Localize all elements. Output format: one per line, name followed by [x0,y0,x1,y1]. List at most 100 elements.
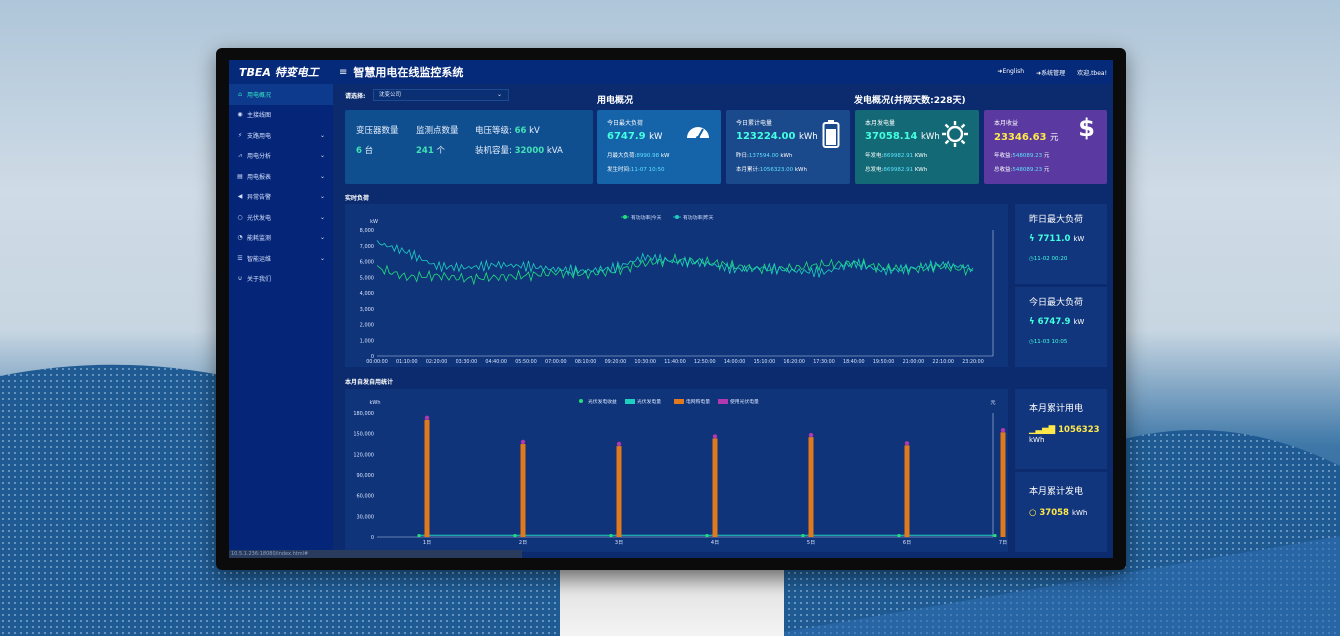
y-tick-label: 8,000 [360,228,374,234]
x-tick-label: 14:00:00 [724,359,746,365]
y-tick-label: 60,000 [357,494,375,500]
x-tick-label: 4日 [711,540,719,546]
sidebar-item-analysis[interactable]: ⩘ 用电分析 ⌄ [229,146,333,167]
y-tick-label: 6,000 [360,260,374,266]
x-tick-label: 12:50:00 [694,359,716,365]
chevron-down-icon: ⌄ [319,193,325,201]
legend-label: 有功功率|昨天 [683,214,714,221]
realtime-section-title: 实时负荷 [345,195,370,202]
month-income-card: 本月收益 23346.63 元 年收益:548089.23 元 总收益:5480… [984,110,1107,184]
y-tick-label: 2,000 [360,323,374,329]
x-tick-label: 3日 [615,540,623,546]
grid-purchase-bar [1000,432,1006,537]
magnet-icon: ∪ [237,275,243,283]
circle-icon: ○ [237,213,243,221]
bullhorn-icon: ◀ [237,193,243,201]
file-icon: ▤ [237,172,243,180]
legend-swatch [718,399,728,404]
realtime-load-chart: kW 0 1,000 2,000 3,000 4,000 5,000 6,000 7,000 8,… [360,214,994,365]
sidebar-item-alarm[interactable]: ◀ 异常告警 ⌄ [229,187,333,208]
sun-icon [942,121,968,147]
grid-purchase-bar [808,437,814,537]
pv-income-point [417,534,421,538]
circle-icon: ○ [1029,508,1037,518]
x-tick-label: 03:30:00 [456,359,478,365]
sidebar-item-branch[interactable]: ⚡ 支路用电 ⌄ [229,125,333,146]
y-tick-label: 1,000 [360,338,374,344]
x-tick-label: 04:40:00 [485,359,507,365]
legend-label: 有功功率|今天 [631,214,662,221]
today-max-load-side-card: 今日最大负荷 ϟ 6747.9 kW ◷11-03 10:05 [1015,287,1107,367]
pv-income-point [897,534,901,538]
x-tick-label: 10:30:00 [634,359,656,365]
chevron-down-icon: ⌄ [319,152,325,160]
pv-used-point [520,439,526,445]
monthly-section-title: 本月自发自用统计 [345,379,394,386]
menu-toggle-icon[interactable]: ≡ [339,66,348,78]
sidebar-item-ops[interactable]: ☰ 智能运维 ⌄ [229,248,333,269]
pv-used-point [1000,428,1006,433]
x-tick-label: 08:10:00 [575,359,597,365]
x-tick-label: 01:10:00 [396,359,418,365]
bolt-icon: ϟ [1029,234,1035,244]
pv-income-point [609,534,613,538]
chevron-down-icon: ⌄ [319,254,325,262]
sidebar-item-wiring[interactable]: ◉ 主接线图 [229,105,333,126]
signal-icon: ▁▃▅▇ [1029,425,1056,435]
welcome-user[interactable]: 欢迎,tbea! [1077,69,1107,77]
chevron-down-icon: ⌄ [319,234,325,242]
clock-icon: ◷ [1029,339,1034,345]
yesterday-max-load-card: 昨日最大负荷 ϟ 7711.0 kW ◷11-02 00:20 [1015,204,1107,284]
x-tick-label: 15:10:00 [754,359,776,365]
legend-label: 电网购电量 [686,398,710,405]
company-select[interactable]: 沈变公司 ⌄ [373,89,509,101]
legend-label: 使用光伏电量 [730,398,759,405]
month-generation-side-card: 本月累计发电 ○ 37058 kWh [1015,472,1107,552]
series-line [376,252,974,286]
pv-income-point [993,534,997,538]
english-link[interactable]: ➜English [997,67,1025,75]
x-tick-label: 11:40:00 [664,359,686,365]
plug-icon: ⚡ [237,131,243,139]
y-axis-label: kW [370,219,378,225]
system-admin-link[interactable]: ➜系统管理 [1036,69,1066,77]
x-tick-label: 07:00:00 [545,359,567,365]
sidebar-item-energy[interactable]: ◔ 能耗监测 ⌄ [229,228,333,249]
y-tick-label: 5,000 [360,275,374,281]
main-content: 请选择: 沈变公司 ⌄ 用电概况 发电概况(并网天数:228天) 变压器数量 监… [333,84,1113,558]
x-tick-label: 22:10:00 [932,359,954,365]
grid-purchase-bar [424,419,430,537]
pv-income-point [705,534,709,538]
grid-purchase-bar [616,446,622,537]
y-tick-label: 7,000 [360,244,374,250]
sidebar-item-pv[interactable]: ○ 光伏发电 ⌄ [229,207,333,228]
x-tick-label: 6日 [903,540,911,546]
y-tick-label: 90,000 [357,473,375,479]
pv-used-point [424,415,430,421]
x-tick-label: 18:40:00 [843,359,865,365]
x-tick-label: 1日 [423,540,431,546]
sidebar-item-overview[interactable]: ⌂ 用电概况 [229,84,333,105]
status-bar-url: 10.5.1.236:18080/index.html# [229,550,522,558]
site-stats-card: 变压器数量 监测点数量 电压等级: 66 kV 6 台 241 个 装机容量: … [345,110,593,184]
legend-swatch [579,399,583,403]
grid-purchase-bar [904,445,910,537]
line-chart-icon: ⩘ [238,151,242,159]
x-tick-label: 19:50:00 [873,359,895,365]
sidebar-item-about[interactable]: ∪ 关于我们 [229,269,333,290]
x-tick-label: 23:20:00 [962,359,984,365]
top-bar: TBEA 特变电工 ≡ 智慧用电在线监控系统 ➜English ➜系统管理 欢迎… [229,60,1113,84]
x-tick-label: 7日 [999,540,1007,546]
pv-used-point [616,441,622,447]
y-tick-label: 120,000 [353,452,374,458]
pv-income-point [513,534,517,538]
system-title: 智慧用电在线监控系统 [353,66,464,79]
legend-label: 光伏发电收益 [588,398,617,405]
home-icon: ⌂ [238,90,242,98]
dollar-icon: $ [1078,114,1095,142]
x-tick-label: 02:20:00 [426,359,448,365]
sidebar-item-report[interactable]: ▤ 用电报表 ⌄ [229,166,333,187]
y-tick-label: 4,000 [360,291,374,297]
chevron-down-icon: ⌄ [319,172,325,180]
legend-swatch [674,399,684,404]
